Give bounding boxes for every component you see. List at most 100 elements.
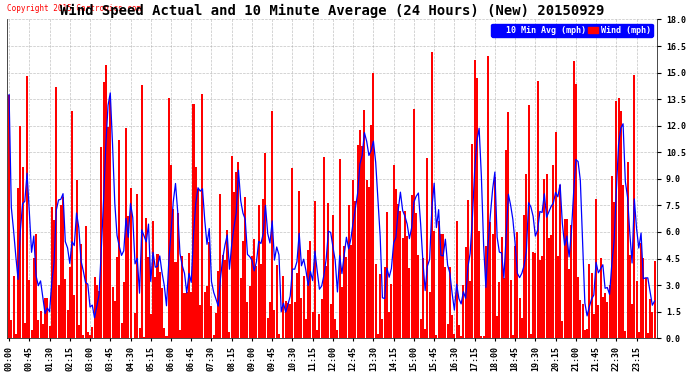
Bar — [123, 282, 125, 338]
Bar — [44, 298, 46, 338]
Bar — [175, 262, 177, 338]
Bar — [541, 256, 543, 338]
Bar — [150, 314, 152, 338]
Bar — [600, 258, 602, 338]
Bar — [195, 166, 197, 338]
Bar — [219, 194, 221, 338]
Bar — [141, 85, 143, 338]
Bar — [575, 84, 577, 338]
Bar — [84, 226, 86, 338]
Bar — [23, 323, 26, 338]
Bar — [564, 219, 566, 338]
Bar — [521, 318, 523, 338]
Bar — [548, 238, 550, 338]
Bar — [397, 204, 400, 338]
Bar — [155, 277, 156, 338]
Bar — [35, 234, 37, 338]
Bar — [586, 330, 588, 338]
Bar — [62, 197, 64, 338]
Bar — [323, 157, 325, 338]
Bar — [186, 292, 188, 338]
Bar — [539, 260, 541, 338]
Bar — [296, 273, 298, 338]
Bar — [125, 128, 127, 338]
Bar — [276, 265, 277, 338]
Bar — [343, 246, 345, 338]
Bar — [64, 279, 66, 338]
Bar — [496, 316, 498, 338]
Bar — [489, 222, 491, 338]
Bar — [640, 243, 642, 338]
Bar — [53, 220, 55, 338]
Bar — [26, 76, 28, 338]
Bar — [388, 312, 390, 338]
Bar — [424, 329, 426, 338]
Bar — [206, 286, 208, 338]
Bar — [146, 218, 147, 338]
Bar — [464, 247, 466, 338]
Bar — [157, 254, 159, 338]
Bar — [609, 285, 611, 338]
Bar — [208, 242, 210, 338]
Bar — [114, 301, 116, 338]
Bar — [321, 299, 323, 338]
Bar — [12, 276, 14, 338]
Bar — [221, 255, 224, 338]
Bar — [653, 261, 656, 338]
Bar — [395, 189, 397, 338]
Bar — [417, 255, 420, 338]
Bar — [159, 272, 161, 338]
Bar — [613, 202, 615, 338]
Bar — [48, 326, 50, 338]
Bar — [330, 304, 332, 338]
Title: Wind Speed Actual and 10 Minute Average (24 Hours) (New) 20150929: Wind Speed Actual and 10 Minute Average … — [59, 4, 604, 18]
Bar — [312, 312, 314, 338]
Bar — [260, 264, 262, 338]
Bar — [318, 314, 320, 338]
Bar — [278, 333, 280, 338]
Bar — [591, 273, 593, 338]
Bar — [188, 253, 190, 338]
Bar — [143, 337, 145, 338]
Bar — [647, 333, 649, 338]
Bar — [96, 285, 98, 338]
Bar — [568, 268, 570, 338]
Bar — [161, 288, 163, 338]
Bar — [179, 330, 181, 338]
Bar — [346, 257, 348, 338]
Bar — [446, 324, 448, 338]
Bar — [482, 336, 484, 338]
Bar — [269, 302, 271, 338]
Bar — [228, 332, 230, 338]
Bar — [89, 336, 91, 338]
Bar — [17, 188, 19, 338]
Bar — [78, 325, 80, 338]
Bar — [177, 213, 179, 338]
Bar — [71, 111, 73, 338]
Bar — [577, 277, 579, 338]
Bar — [618, 98, 620, 338]
Bar — [552, 165, 554, 338]
Bar — [437, 220, 440, 338]
Bar — [523, 215, 525, 338]
Bar — [224, 260, 226, 338]
Bar — [285, 301, 287, 338]
Bar — [246, 302, 248, 338]
Bar — [589, 264, 591, 338]
Bar — [442, 234, 444, 338]
Bar — [69, 267, 71, 338]
Bar — [633, 75, 635, 338]
Bar — [571, 225, 572, 338]
Bar — [487, 56, 489, 338]
Bar — [350, 246, 352, 338]
Bar — [413, 109, 415, 338]
Bar — [471, 144, 473, 338]
Bar — [118, 141, 120, 338]
Bar — [469, 281, 471, 338]
Bar — [391, 284, 393, 338]
Bar — [455, 221, 457, 338]
Bar — [237, 162, 239, 338]
Bar — [370, 125, 372, 338]
Bar — [257, 205, 259, 338]
Bar — [582, 304, 584, 338]
